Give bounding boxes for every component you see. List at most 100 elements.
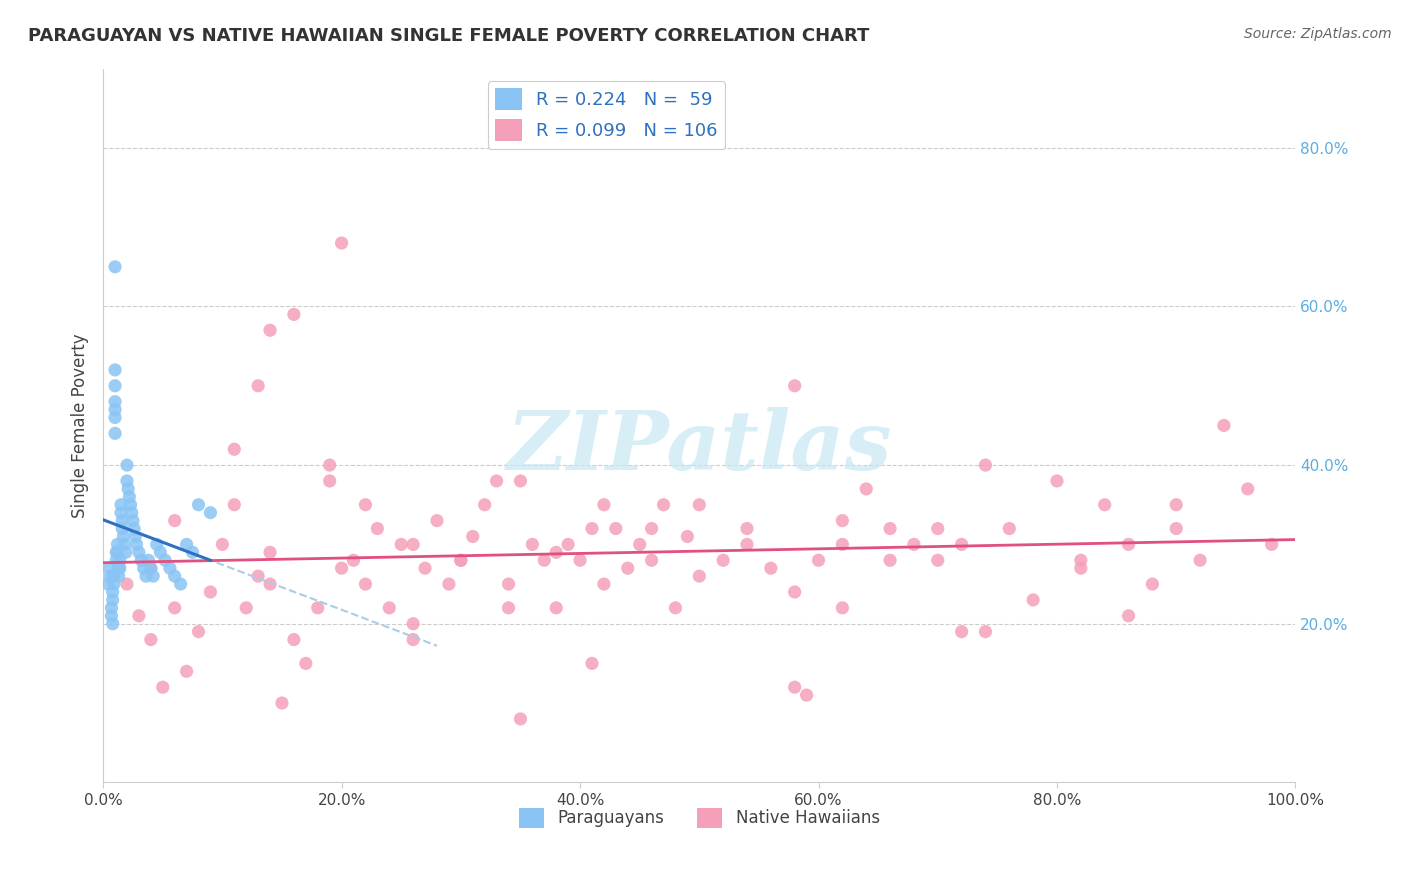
Point (676, 529, 699, 543)
Point (664, 600, 686, 615)
Point (807, 553, 830, 567)
Point (107, 537, 129, 551)
Point (110, 506, 132, 520)
Point (783, 680, 806, 694)
Point (688, 498, 710, 512)
Point (211, 537, 233, 551)
Point (100, 600, 122, 615)
Point (688, 569, 710, 583)
Point (330, 561, 353, 575)
Point (1166, 498, 1188, 512)
Point (437, 577, 460, 591)
Point (122, 522, 145, 536)
Point (259, 323, 281, 337)
Legend: Paraguayans, Native Hawaiians: Paraguayans, Native Hawaiians (512, 801, 886, 835)
Point (125, 537, 148, 551)
Point (796, 688, 818, 702)
Point (139, 561, 162, 575)
Point (426, 514, 449, 528)
Point (557, 537, 579, 551)
Point (1212, 418, 1234, 433)
Point (318, 474, 340, 488)
Point (593, 498, 616, 512)
Point (485, 474, 508, 488)
Point (1142, 577, 1164, 591)
Point (104, 410, 127, 425)
Point (605, 522, 627, 536)
Point (235, 600, 257, 615)
Point (101, 593, 124, 607)
Point (108, 553, 131, 567)
Point (110, 498, 132, 512)
Point (593, 577, 616, 591)
Point (783, 378, 806, 392)
Point (498, 600, 520, 615)
Point (176, 537, 198, 551)
Point (402, 537, 425, 551)
Point (159, 561, 181, 575)
Point (100, 608, 122, 623)
Point (163, 569, 186, 583)
Point (461, 529, 484, 543)
Point (402, 616, 425, 631)
Point (735, 522, 758, 536)
Point (139, 632, 162, 647)
Point (224, 442, 246, 457)
Point (389, 537, 412, 551)
Point (1094, 498, 1116, 512)
Point (498, 577, 520, 591)
Point (474, 498, 496, 512)
Point (118, 490, 141, 504)
Point (354, 498, 377, 512)
Point (114, 545, 136, 559)
Point (831, 600, 853, 615)
Point (146, 537, 169, 551)
Point (903, 537, 925, 551)
Point (546, 600, 568, 615)
Point (163, 514, 186, 528)
Point (122, 514, 145, 528)
Point (101, 585, 124, 599)
Point (1166, 522, 1188, 536)
Point (616, 561, 638, 575)
Point (318, 458, 340, 472)
Point (366, 522, 388, 536)
Point (783, 585, 806, 599)
Point (950, 624, 973, 639)
Point (120, 498, 142, 512)
Point (142, 569, 165, 583)
Point (104, 394, 127, 409)
Point (259, 577, 281, 591)
Point (522, 537, 544, 551)
Point (105, 553, 128, 567)
Point (640, 522, 662, 536)
Point (974, 624, 997, 639)
Point (974, 458, 997, 472)
Point (224, 498, 246, 512)
Point (129, 553, 152, 567)
Point (450, 553, 472, 567)
Text: Source: ZipAtlas.com: Source: ZipAtlas.com (1244, 27, 1392, 41)
Point (628, 537, 651, 551)
Point (128, 608, 150, 623)
Point (98, 561, 121, 575)
Point (104, 402, 127, 417)
Point (181, 545, 204, 559)
Point (200, 506, 222, 520)
Point (153, 553, 176, 567)
Point (107, 545, 129, 559)
Point (187, 498, 209, 512)
Text: PARAGUAYAN VS NATIVE HAWAIIAN SINGLE FEMALE POVERTY CORRELATION CHART: PARAGUAYAN VS NATIVE HAWAIIAN SINGLE FEM… (28, 27, 869, 45)
Y-axis label: Single Female Poverty: Single Female Poverty (72, 333, 89, 517)
Point (176, 665, 198, 679)
Point (1189, 553, 1212, 567)
Text: ZIPatlas: ZIPatlas (506, 407, 891, 487)
Point (98, 569, 121, 583)
Point (97, 577, 120, 591)
Point (450, 553, 472, 567)
Point (711, 553, 734, 567)
Point (200, 585, 222, 599)
Point (1046, 474, 1069, 488)
Point (121, 506, 143, 520)
Point (640, 553, 662, 567)
